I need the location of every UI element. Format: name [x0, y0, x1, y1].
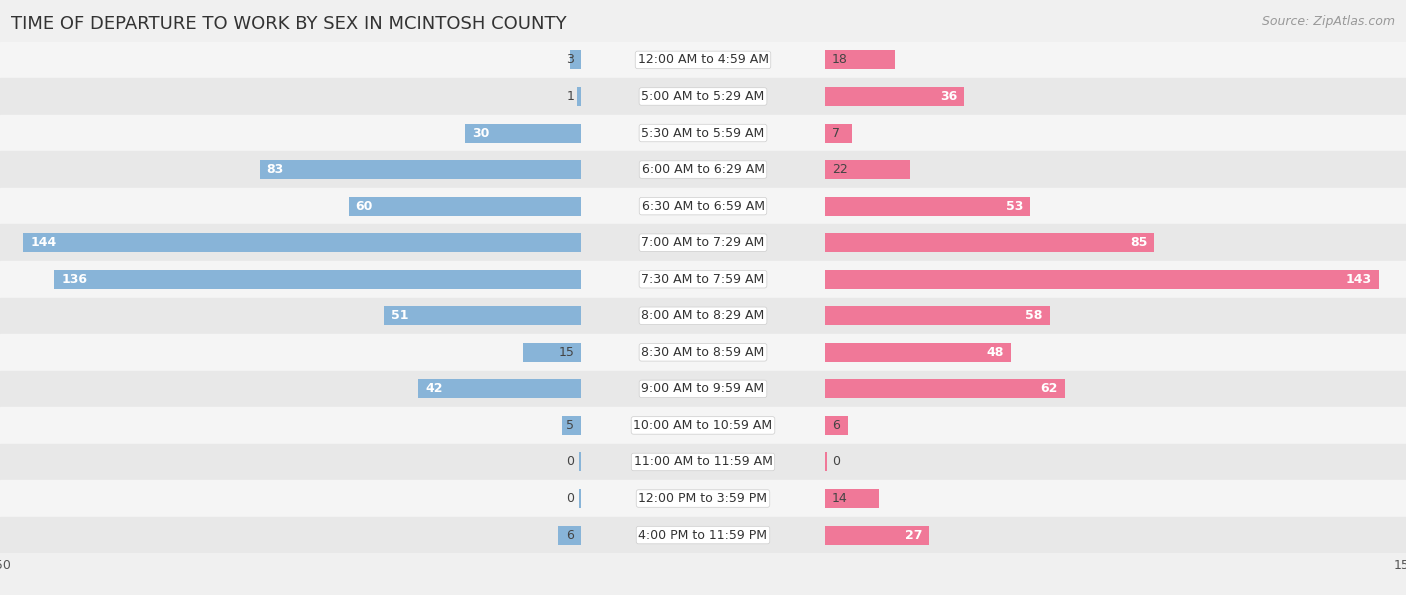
Bar: [0, 298, 1406, 334]
Text: 6: 6: [567, 528, 574, 541]
Text: 136: 136: [62, 273, 87, 286]
Text: 0: 0: [832, 456, 839, 468]
Bar: [0, 188, 1406, 224]
Bar: [825, 270, 1379, 289]
Bar: [0, 151, 1406, 188]
Text: 18: 18: [832, 54, 848, 67]
Text: 12:00 PM to 3:59 PM: 12:00 PM to 3:59 PM: [638, 492, 768, 505]
Bar: [825, 160, 910, 179]
Bar: [0, 42, 1406, 78]
Text: 48: 48: [987, 346, 1004, 359]
Text: 85: 85: [1130, 236, 1147, 249]
Bar: [465, 124, 581, 143]
Bar: [569, 51, 581, 70]
Legend: Male, Female: Male, Female: [634, 591, 772, 595]
Text: 4:00 PM to 11:59 PM: 4:00 PM to 11:59 PM: [638, 528, 768, 541]
Bar: [825, 233, 1154, 252]
Bar: [825, 489, 879, 508]
Bar: [825, 525, 929, 544]
Text: Source: ZipAtlas.com: Source: ZipAtlas.com: [1261, 15, 1395, 28]
Text: 0: 0: [567, 456, 574, 468]
Text: 7:30 AM to 7:59 AM: 7:30 AM to 7:59 AM: [641, 273, 765, 286]
Bar: [0, 517, 1406, 553]
Bar: [825, 124, 852, 143]
Bar: [0, 78, 1406, 115]
Bar: [825, 380, 1066, 399]
Text: 0: 0: [567, 492, 574, 505]
Text: 1: 1: [567, 90, 574, 103]
Text: 51: 51: [391, 309, 408, 322]
Text: 5:30 AM to 5:59 AM: 5:30 AM to 5:59 AM: [641, 127, 765, 139]
Bar: [558, 525, 581, 544]
Bar: [825, 87, 965, 106]
Bar: [384, 306, 581, 325]
Text: 8:00 AM to 8:29 AM: 8:00 AM to 8:29 AM: [641, 309, 765, 322]
Text: 62: 62: [1040, 383, 1059, 395]
Bar: [825, 51, 894, 70]
Text: 14: 14: [832, 492, 848, 505]
Bar: [0, 115, 1406, 151]
Bar: [579, 452, 581, 471]
Bar: [0, 480, 1406, 517]
Text: 11:00 AM to 11:59 AM: 11:00 AM to 11:59 AM: [634, 456, 772, 468]
Bar: [0, 224, 1406, 261]
Text: 8:30 AM to 8:59 AM: 8:30 AM to 8:59 AM: [641, 346, 765, 359]
Bar: [419, 380, 581, 399]
Text: 5:00 AM to 5:29 AM: 5:00 AM to 5:29 AM: [641, 90, 765, 103]
Bar: [260, 160, 581, 179]
Bar: [825, 306, 1049, 325]
Text: 12:00 AM to 4:59 AM: 12:00 AM to 4:59 AM: [637, 54, 769, 67]
Text: 6:00 AM to 6:29 AM: 6:00 AM to 6:29 AM: [641, 163, 765, 176]
Text: 143: 143: [1346, 273, 1372, 286]
Text: 83: 83: [267, 163, 284, 176]
Text: 22: 22: [832, 163, 848, 176]
Bar: [562, 416, 581, 435]
Bar: [825, 452, 827, 471]
Bar: [0, 261, 1406, 298]
Bar: [825, 343, 1011, 362]
Bar: [579, 489, 581, 508]
Bar: [0, 334, 1406, 371]
Bar: [523, 343, 581, 362]
Text: 60: 60: [356, 200, 373, 212]
Text: TIME OF DEPARTURE TO WORK BY SEX IN MCINTOSH COUNTY: TIME OF DEPARTURE TO WORK BY SEX IN MCIN…: [11, 15, 567, 33]
Text: 30: 30: [472, 127, 489, 139]
Bar: [578, 87, 581, 106]
Bar: [349, 196, 581, 215]
Text: 58: 58: [1025, 309, 1042, 322]
Text: 10:00 AM to 10:59 AM: 10:00 AM to 10:59 AM: [634, 419, 772, 432]
Bar: [825, 416, 848, 435]
Text: 27: 27: [905, 528, 922, 541]
Text: 9:00 AM to 9:59 AM: 9:00 AM to 9:59 AM: [641, 383, 765, 395]
Bar: [0, 407, 1406, 444]
Bar: [0, 444, 1406, 480]
Text: 7: 7: [832, 127, 839, 139]
Text: 6: 6: [832, 419, 839, 432]
Bar: [0, 371, 1406, 407]
Bar: [55, 270, 581, 289]
Bar: [24, 233, 581, 252]
Text: 36: 36: [941, 90, 957, 103]
Text: 6:30 AM to 6:59 AM: 6:30 AM to 6:59 AM: [641, 200, 765, 212]
Text: 7:00 AM to 7:29 AM: 7:00 AM to 7:29 AM: [641, 236, 765, 249]
Text: 15: 15: [558, 346, 574, 359]
Text: 53: 53: [1005, 200, 1024, 212]
Text: 3: 3: [567, 54, 574, 67]
Text: 144: 144: [31, 236, 56, 249]
Text: 5: 5: [567, 419, 574, 432]
Bar: [825, 196, 1031, 215]
Text: 42: 42: [426, 383, 443, 395]
